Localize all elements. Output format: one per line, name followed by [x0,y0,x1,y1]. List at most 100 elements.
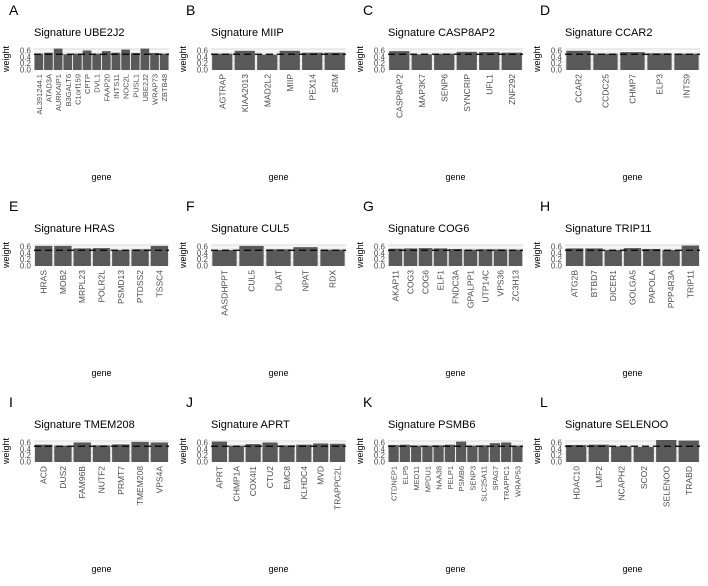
x-axis-title: gene [622,172,642,182]
bar [228,445,244,462]
bar [444,444,455,462]
bar [63,54,73,70]
y-tick-label: 0.0 [197,458,209,467]
y-tick-label: 0.4 [374,445,386,454]
x-tick-label: KLHDC4 [299,466,309,500]
x-tick-label: NUTF2 [97,466,107,494]
x-tick-label: CASP8AP2 [394,74,404,118]
bar [73,442,91,462]
x-tick-label: AASDHPPT [220,270,230,316]
bar [448,249,463,266]
bar [34,245,53,266]
x-tick-label: ATAD3A [44,74,53,102]
x-tick-label: GOLGA5 [628,270,638,305]
bar [131,441,149,462]
x-tick-label: PSMB6 [457,466,466,491]
bar [150,245,169,266]
x-axis-title: gene [91,564,111,574]
x-tick-label: ATG2B [570,270,580,298]
x-tick-label: NOC2L [122,74,131,99]
bar [92,53,102,70]
x-tick-label: GPALPP1 [466,270,476,308]
bar [266,249,291,266]
x-tick-label: MPDU1 [423,466,432,492]
y-tick-label: 0.0 [551,262,563,271]
bar [633,446,654,462]
x-tick-label: COG6 [421,270,431,294]
panel-label: J [186,394,193,410]
y-tick-label: 0.2 [197,59,209,68]
x-tick-label: SYNCRIP [462,74,472,112]
x-tick-label: UTP14C [481,270,491,303]
y-tick-label: 0.4 [197,445,209,454]
panel-title: Signature CCAR2 [565,27,652,39]
bar [456,441,467,462]
bar [604,249,622,266]
bar [34,444,53,462]
x-tick-label: CUL5 [247,270,257,292]
panel-title: Signature TRIP11 [565,223,651,235]
x-tick-label: SCO2 [639,466,649,489]
bar [434,53,455,70]
y-tick-label: 0.4 [551,445,563,454]
bar [493,249,508,266]
panel-f: F Signature CUL5 0.00.20.40.6 weight AASDHPP… [178,198,346,378]
bar [411,54,432,70]
bar [389,51,410,70]
x-tick-label: VPS36 [496,270,506,297]
x-tick-label: SRM [330,74,340,93]
y-tick-label: 0.4 [20,249,32,258]
bar [150,442,169,462]
x-tick-label: ELP5 [401,466,410,484]
bar [647,53,672,70]
panel-g: G Signature COG6 0.00.20.40.6 weight AKAP11 C… [355,198,523,378]
y-tick-label: 0.6 [197,439,209,448]
x-axis-title: gene [445,564,465,574]
y-tick-label: 0.2 [20,255,32,264]
y-tick-label: 0.4 [374,53,386,62]
x-tick-label: APRT [214,466,224,489]
bar [422,445,433,462]
x-tick-label: C1orf159 [73,74,82,105]
y-tick-label: 0.2 [197,255,209,264]
x-tick-label: CTU2 [265,466,275,488]
bar [585,248,603,266]
panel-label: B [186,2,195,18]
x-tick-label: ACD [39,466,49,484]
y-axis-title: weight [355,241,365,269]
bar [588,444,609,462]
y-tick-label: 0.2 [551,451,563,460]
x-tick-label: DICER1 [608,270,618,301]
bar [565,248,584,266]
panel-b: B Signature MIIP 0.00.20.40.6 weight AGTRAP K… [178,2,346,182]
x-tick-label: POLR2L [97,270,107,303]
x-tick-label: SENP6 [439,74,449,102]
panel-h: H Signature TRIP11 0.00.20.40.6 weight ATG2B… [532,198,700,378]
bar [112,444,130,462]
y-tick-label: 0.0 [374,262,386,271]
bar [140,48,150,70]
bar [121,49,130,70]
y-axis-title: weight [1,437,11,465]
x-axis-title: gene [622,564,642,574]
panel-label: H [540,198,550,214]
bar [111,52,121,70]
x-tick-label: MAD2L2 [262,74,272,107]
x-axis-title: gene [268,368,288,378]
y-tick-label: 0.2 [551,59,563,68]
bar [620,52,645,70]
panel-l: L Signature SELENOO 0.00.20.40.6 weight HDAC… [532,394,700,574]
bar [678,440,699,462]
bar [211,441,228,462]
y-tick-label: 0.2 [197,451,209,460]
panel-title: Signature HRAS [34,223,115,235]
x-tick-label: TRIP11 [685,270,695,298]
y-tick-label: 0.2 [374,59,386,68]
y-tick-label: 0.4 [197,249,209,258]
y-tick-label: 0.6 [20,47,32,56]
bar [73,53,82,70]
bar [212,53,233,70]
y-tick-label: 0.2 [20,59,32,68]
x-tick-label: PRMT7 [116,466,126,495]
panel-label: F [186,198,195,214]
